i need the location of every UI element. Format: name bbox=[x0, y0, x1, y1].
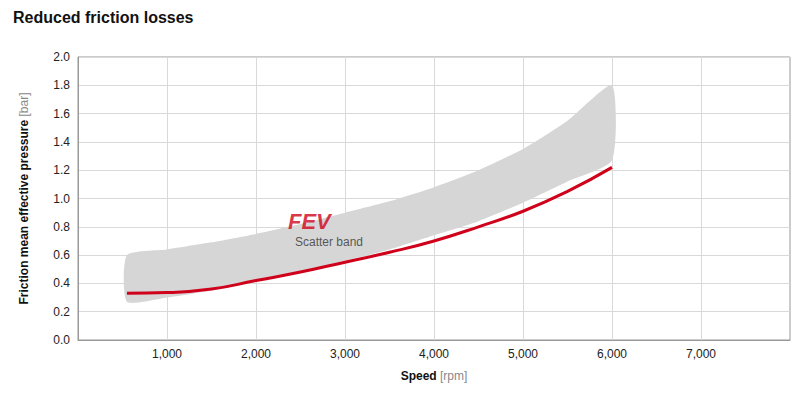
svg-text:1.8: 1.8 bbox=[53, 78, 70, 92]
svg-text:[rpm]: [rpm] bbox=[440, 369, 467, 383]
svg-text:0.4: 0.4 bbox=[53, 276, 70, 290]
svg-text:3,000: 3,000 bbox=[330, 347, 360, 361]
svg-text:2,000: 2,000 bbox=[241, 347, 271, 361]
svg-text:1.0: 1.0 bbox=[53, 192, 70, 206]
svg-text:[bar]: [bar] bbox=[17, 92, 31, 116]
svg-text:Speed: Speed bbox=[401, 369, 437, 383]
svg-text:1.6: 1.6 bbox=[53, 107, 70, 121]
svg-text:0.2: 0.2 bbox=[53, 305, 70, 319]
svg-text:5,000: 5,000 bbox=[508, 347, 538, 361]
svg-text:Reduced friction losses: Reduced friction losses bbox=[13, 9, 194, 26]
svg-text:4,000: 4,000 bbox=[419, 347, 449, 361]
svg-text:FEV: FEV bbox=[288, 209, 333, 234]
svg-text:1.4: 1.4 bbox=[53, 135, 70, 149]
svg-text:0.0: 0.0 bbox=[53, 333, 70, 347]
svg-text:1,000: 1,000 bbox=[152, 347, 182, 361]
svg-text:Friction mean effective pressu: Friction mean effective pressure bbox=[17, 119, 31, 304]
svg-text:7,000: 7,000 bbox=[686, 347, 716, 361]
svg-text:0.8: 0.8 bbox=[53, 220, 70, 234]
svg-text:Scatter band: Scatter band bbox=[295, 235, 363, 249]
svg-text:1.2: 1.2 bbox=[53, 163, 70, 177]
svg-text:6,000: 6,000 bbox=[597, 347, 627, 361]
svg-text:0.6: 0.6 bbox=[53, 248, 70, 262]
svg-text:2.0: 2.0 bbox=[53, 50, 70, 64]
